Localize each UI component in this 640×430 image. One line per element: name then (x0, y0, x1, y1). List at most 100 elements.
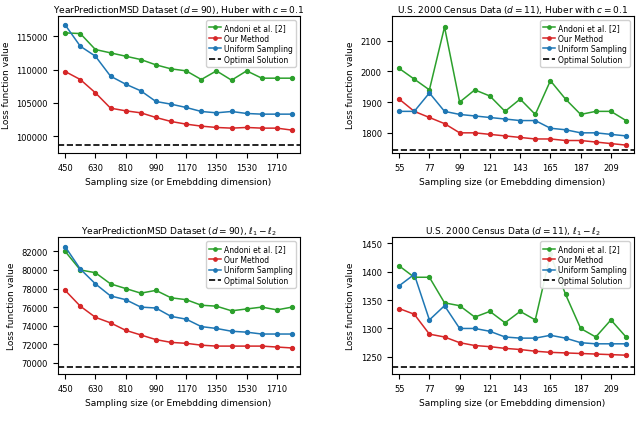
Andoni et al. [2] (410, 275, 418, 280)
Uniform Sampling (516, 336, 524, 341)
Uniform Sampling (410, 272, 418, 277)
Our Method (167, 340, 175, 345)
Andoni et al. [2] (516, 309, 524, 314)
Uniform Sampling (273, 332, 281, 337)
Line: Uniform Sampling: Uniform Sampling (63, 245, 294, 336)
Uniform Sampling (258, 332, 266, 337)
Title: U.S. 2000 Census Data ($d = 11$), $\ell_1 - \ell_2$: U.S. 2000 Census Data ($d = 11$), $\ell_… (425, 225, 600, 237)
Andoni et al. [2] (607, 110, 615, 115)
Andoni et al. [2] (76, 268, 84, 273)
Uniform Sampling (396, 110, 403, 115)
Our Method (107, 106, 115, 111)
Line: Andoni et al. [2]: Andoni et al. [2] (63, 250, 294, 313)
Our Method (92, 91, 99, 96)
Andoni et al. [2] (273, 77, 281, 82)
Optimal Solution (321, 365, 329, 370)
Our Method (471, 343, 479, 348)
Our Method (228, 344, 236, 349)
Andoni et al. [2] (61, 31, 69, 37)
Line: Our Method: Our Method (63, 71, 294, 133)
Line: Andoni et al. [2]: Andoni et al. [2] (397, 26, 628, 123)
Y-axis label: Loss function value: Loss function value (346, 262, 355, 350)
Uniform Sampling (92, 282, 99, 287)
Our Method (562, 138, 570, 144)
Our Method (577, 138, 584, 144)
Andoni et al. [2] (288, 305, 296, 310)
Line: Uniform Sampling: Uniform Sampling (397, 273, 628, 346)
Line: Uniform Sampling: Uniform Sampling (397, 92, 628, 138)
Uniform Sampling (228, 110, 236, 115)
Line: Our Method: Our Method (397, 98, 628, 148)
Andoni et al. [2] (592, 335, 600, 340)
Andoni et al. [2] (152, 63, 160, 68)
Our Method (592, 140, 600, 145)
Our Method (228, 126, 236, 132)
Our Method (76, 78, 84, 83)
X-axis label: Sampling size (or Emebdding dimension): Sampling size (or Emebdding dimension) (86, 178, 272, 187)
Our Method (396, 306, 403, 311)
Uniform Sampling (592, 131, 600, 136)
Uniform Sampling (592, 341, 600, 347)
Uniform Sampling (547, 126, 554, 132)
Our Method (396, 97, 403, 102)
Andoni et al. [2] (456, 100, 463, 105)
Legend: Andoni et al. [2], Our Method, Uniform Sampling, Optimal Solution: Andoni et al. [2], Our Method, Uniform S… (206, 242, 296, 288)
Uniform Sampling (243, 112, 250, 117)
Andoni et al. [2] (92, 270, 99, 276)
Andoni et al. [2] (273, 307, 281, 313)
Our Method (258, 344, 266, 349)
Andoni et al. [2] (501, 110, 509, 115)
Uniform Sampling (396, 283, 403, 289)
Uniform Sampling (456, 326, 463, 331)
Andoni et al. [2] (137, 291, 145, 296)
Uniform Sampling (228, 329, 236, 334)
Uniform Sampling (122, 83, 129, 88)
Uniform Sampling (167, 102, 175, 108)
Our Method (182, 341, 190, 346)
X-axis label: Sampling size (or Emebdding dimension): Sampling size (or Emebdding dimension) (86, 398, 272, 407)
Uniform Sampling (577, 340, 584, 345)
Andoni et al. [2] (486, 94, 493, 99)
Uniform Sampling (622, 341, 630, 347)
Andoni et al. [2] (258, 77, 266, 82)
Line: Andoni et al. [2]: Andoni et al. [2] (63, 32, 294, 83)
Andoni et al. [2] (441, 301, 449, 306)
Legend: Andoni et al. [2], Our Method, Uniform Sampling, Optimal Solution: Andoni et al. [2], Our Method, Uniform S… (540, 242, 630, 288)
Our Method (501, 134, 509, 139)
Our Method (212, 344, 220, 349)
Our Method (182, 122, 190, 127)
Our Method (471, 131, 479, 136)
Uniform Sampling (471, 326, 479, 331)
Andoni et al. [2] (622, 119, 630, 124)
Andoni et al. [2] (182, 69, 190, 74)
Uniform Sampling (516, 119, 524, 124)
Our Method (592, 352, 600, 357)
Our Method (577, 351, 584, 356)
Uniform Sampling (243, 330, 250, 335)
Uniform Sampling (456, 113, 463, 118)
Our Method (258, 126, 266, 132)
Andoni et al. [2] (61, 249, 69, 255)
Andoni et al. [2] (426, 88, 433, 93)
Optimal Solution (321, 148, 329, 153)
Uniform Sampling (137, 89, 145, 94)
Our Method (137, 332, 145, 338)
Our Method (516, 347, 524, 352)
Andoni et al. [2] (212, 69, 220, 74)
Uniform Sampling (182, 317, 190, 322)
Uniform Sampling (273, 112, 281, 117)
Andoni et al. [2] (182, 298, 190, 303)
Andoni et al. [2] (198, 303, 205, 308)
Andoni et al. [2] (516, 97, 524, 102)
Uniform Sampling (61, 23, 69, 28)
Our Method (167, 120, 175, 125)
Our Method (441, 122, 449, 127)
Andoni et al. [2] (531, 113, 539, 118)
Y-axis label: Loss function value: Loss function value (2, 42, 11, 129)
Title: YearPredictionMSD Dataset ($d = 90$), Huber with $c = 0.1$: YearPredictionMSD Dataset ($d = 90$), Hu… (53, 4, 305, 16)
Andoni et al. [2] (531, 318, 539, 323)
Uniform Sampling (622, 134, 630, 139)
Optimal Solution (319, 365, 327, 370)
Andoni et al. [2] (107, 51, 115, 56)
Andoni et al. [2] (486, 309, 493, 314)
